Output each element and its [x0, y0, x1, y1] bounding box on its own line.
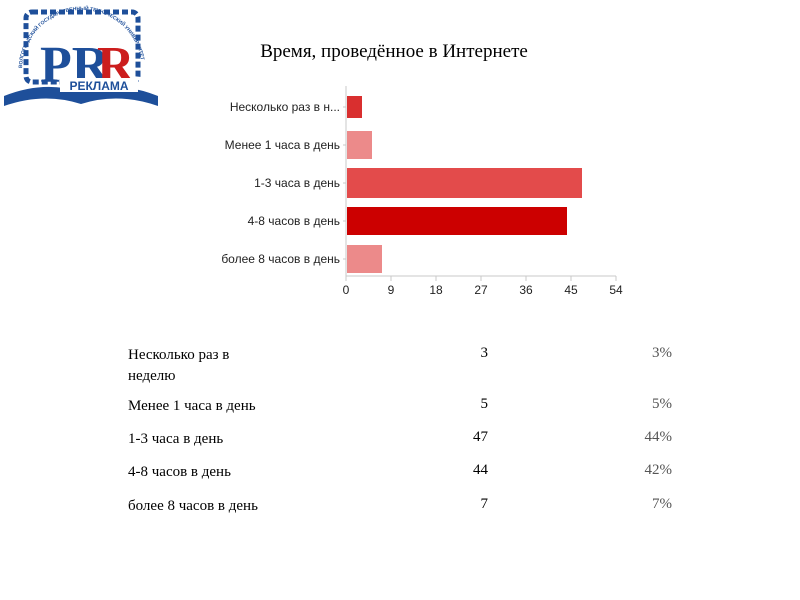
x-tick-label-3: 18 [429, 283, 443, 297]
row-percent-5: 7% [652, 496, 672, 512]
pr-reklama-logo: ВОЛГОГРАДСКИЙ ГОСУДАРСТВЕННЫЙ ТЕХНИЧЕСКИ… [4, 4, 158, 106]
bar-5 [347, 245, 382, 273]
bar-1 [347, 96, 362, 118]
category-label-1: Несколько раз в н... [230, 100, 340, 114]
x-tick-label-6: 45 [564, 283, 578, 297]
x-tick-label-7: 54 [609, 283, 623, 297]
x-tick-label-1: 0 [343, 283, 350, 297]
row-label-2: Менее 1 часа в день [128, 398, 256, 414]
row-count-4: 44 [473, 462, 488, 478]
row-label-3: 1-3 часа в день [128, 431, 224, 447]
row-label-1: Несколько раз в неделю [128, 347, 230, 384]
row-percent-2: 5% [652, 396, 672, 412]
category-label-4: 4-8 часов в день [248, 214, 340, 228]
row-count-3: 47 [473, 429, 488, 445]
x-tick-label-2: 9 [388, 283, 395, 297]
category-label-3: 1-3 часа в день [254, 176, 340, 190]
bar-2 [347, 131, 372, 159]
category-label-2: Менее 1 часа в день [225, 138, 340, 152]
row-percent-1: 3% [652, 345, 672, 361]
x-tick-label-5: 36 [519, 283, 533, 297]
bar-4 [347, 207, 567, 235]
row-percent-4: 42% [644, 462, 673, 478]
row-label-5: более 8 часов в день [128, 498, 258, 514]
page-title: Время, проведённое в Интернете [0, 41, 800, 63]
row-count-1: 3 [480, 345, 489, 361]
title-text: Время, проведённое в Интернете [260, 41, 528, 62]
row-count-2: 5 [480, 396, 489, 412]
bar-3 [347, 168, 582, 198]
logo-ribbon-text: РЕКЛАМА [69, 79, 128, 93]
row-label-4: 4-8 часов в день [128, 464, 231, 480]
row-count-5: 7 [480, 496, 489, 512]
category-label-5: более 8 часов в день [221, 252, 340, 266]
x-tick-label-4: 27 [474, 283, 488, 297]
row-percent-3: 44% [644, 429, 673, 445]
bar-chart: Несколько раз в н... Менее 1 часа в день 1… [221, 86, 623, 297]
